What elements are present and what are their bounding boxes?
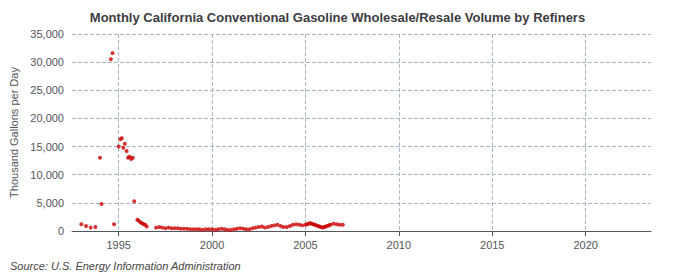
svg-text:0: 0 <box>58 225 64 237</box>
svg-text:Source: U.S. Energy Informatio: Source: U.S. Energy Information Administ… <box>10 260 241 272</box>
svg-text:10,000: 10,000 <box>30 169 64 181</box>
svg-text:2000: 2000 <box>200 239 224 251</box>
svg-text:2005: 2005 <box>293 239 317 251</box>
svg-text:Thousand Gallons per Day: Thousand Gallons per Day <box>8 67 20 198</box>
svg-text:1995: 1995 <box>106 239 130 251</box>
svg-text:2020: 2020 <box>573 239 597 251</box>
svg-text:2015: 2015 <box>480 239 504 251</box>
svg-text:2010: 2010 <box>387 239 411 251</box>
svg-text:35,000: 35,000 <box>30 28 64 40</box>
svg-text:20,000: 20,000 <box>30 112 64 124</box>
svg-text:30,000: 30,000 <box>30 56 64 68</box>
svg-text:15,000: 15,000 <box>30 141 64 153</box>
svg-text:5,000: 5,000 <box>36 197 64 209</box>
svg-text:Monthly California Conventiona: Monthly California Conventional Gasoline… <box>90 10 585 25</box>
svg-text:25,000: 25,000 <box>30 84 64 96</box>
